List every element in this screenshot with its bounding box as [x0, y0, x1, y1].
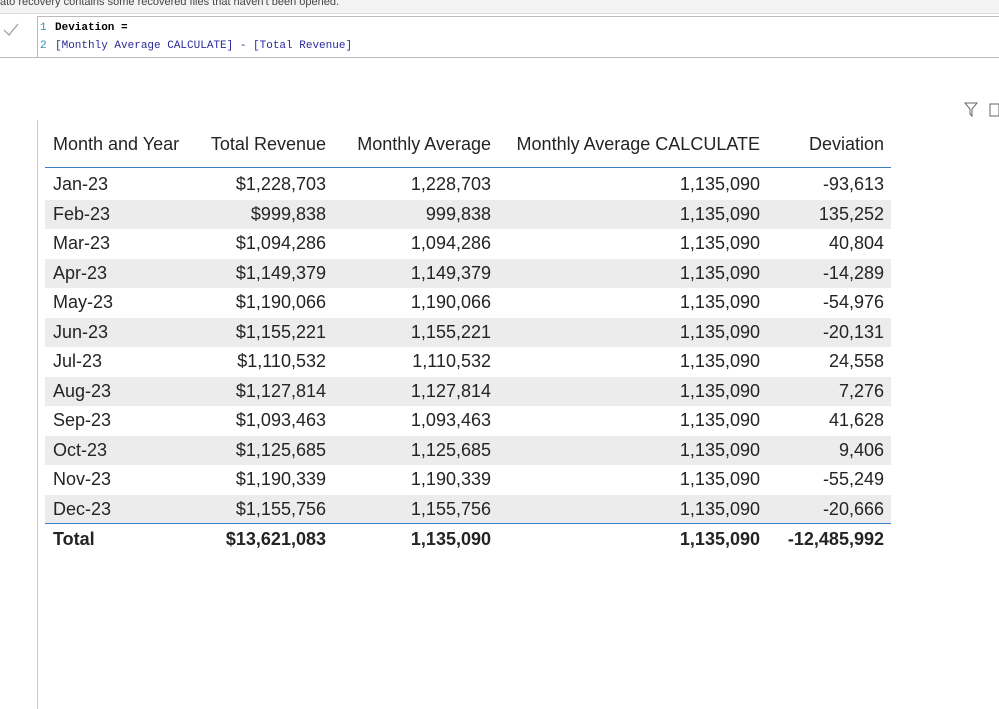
total-cell: 1,135,090 [679, 529, 760, 549]
column-header: Total Revenue [210, 134, 326, 154]
table-cell: 1,228,703 [410, 174, 491, 194]
table-cell: $1,127,814 [235, 380, 326, 401]
table-cell: 1,135,090 [679, 174, 760, 194]
table-cell: $1,110,532 [237, 351, 326, 371]
row-band [45, 199, 891, 229]
table-cell: 1,135,090 [679, 498, 760, 519]
table-cell: 1,149,379 [410, 262, 491, 283]
row-band [45, 376, 891, 406]
column-header: Deviation [808, 134, 884, 154]
table-cell: $1,155,221 [235, 321, 326, 342]
table-cell: 1,135,090 [679, 292, 760, 312]
table-cell: 1,110,532 [412, 351, 491, 371]
table-cell: $1,149,379 [235, 262, 326, 283]
formula-text: Deviation = [55, 22, 128, 34]
table-cell: 1,135,090 [679, 439, 760, 460]
table-cell: -20,666 [822, 498, 884, 519]
table-cell: Mar-23 [53, 233, 111, 253]
table-cell: 1,135,090 [679, 203, 760, 224]
table-cell: $1,190,339 [235, 469, 326, 489]
table-cell: Aug-23 [53, 380, 112, 401]
formula-bar [0, 16, 999, 58]
line-number: 2 [40, 40, 47, 52]
table-cell: 1,135,090 [679, 410, 760, 430]
visual-header-icons[interactable] [962, 101, 999, 119]
table-cell: 1,135,090 [679, 469, 760, 489]
row-band [45, 435, 891, 465]
table-cell: -14,289 [822, 262, 884, 283]
table-cell: 1,125,685 [410, 439, 491, 460]
total-cell: Total [53, 529, 95, 549]
table-cell: 1,135,090 [679, 262, 760, 283]
table-cell: 1,155,221 [410, 321, 491, 342]
table-cell: -93,613 [822, 174, 884, 194]
table-cell: 1,135,090 [679, 351, 760, 371]
formula-editor[interactable] [37, 16, 999, 58]
total-cell: $13,621,083 [225, 529, 326, 549]
table-cell: May-23 [53, 292, 114, 312]
table-cell: 1,127,814 [410, 380, 491, 401]
row-band [45, 258, 891, 288]
table-cell: 1,155,756 [410, 498, 491, 519]
column-header: Monthly Average CALCULATE [516, 134, 760, 154]
table-cell: 1,190,339 [410, 469, 491, 489]
table-cell: Nov-23 [53, 469, 112, 489]
table-cell: Oct-23 [53, 439, 108, 460]
table-cell: Apr-23 [53, 262, 108, 283]
table-cell: Jun-23 [53, 321, 109, 342]
row-band [45, 317, 891, 347]
table-cell: 24,558 [828, 351, 884, 371]
formula-text: [Monthly Average CALCULATE] - [Total Rev… [55, 40, 353, 52]
table-cell: 1,093,463 [410, 410, 491, 430]
table-cell: -54,976 [822, 292, 884, 312]
column-header: Monthly Average [357, 134, 491, 154]
row-band [45, 494, 891, 524]
total-rule [45, 523, 891, 524]
table-cell: 1,190,066 [410, 292, 491, 312]
table-cell: $1,125,685 [235, 439, 326, 460]
column-header: Month and Year [53, 134, 180, 154]
table-cell: 7,276 [838, 380, 884, 401]
visual-border [37, 120, 38, 709]
table-cell: 999,838 [425, 203, 491, 224]
table-cell: 41,628 [828, 410, 884, 430]
table-cell: $1,190,066 [235, 292, 326, 312]
table-cell: 1,135,090 [679, 321, 760, 342]
table-cell: $999,838 [250, 203, 326, 224]
line-number: 1 [40, 22, 47, 34]
table-cell: 135,252 [818, 203, 884, 224]
table-cell: Jul-23 [53, 351, 103, 371]
table-cell: Jan-23 [53, 174, 109, 194]
table-cell: 1,135,090 [679, 233, 760, 253]
table-cell: Sep-23 [53, 410, 112, 430]
table-cell: -20,131 [822, 321, 884, 342]
table-cell: Feb-23 [53, 203, 111, 224]
table-cell: 9,406 [838, 439, 884, 460]
table-cell: $1,155,756 [235, 498, 326, 519]
table-cell: $1,094,286 [235, 233, 326, 253]
table-cell: 40,804 [828, 233, 884, 253]
table-cell: 1,094,286 [410, 233, 491, 253]
table-cell: Dec-23 [53, 498, 112, 519]
table-cell: 1,135,090 [679, 380, 760, 401]
table-cell: -55,249 [822, 469, 884, 489]
recovery-banner: ato recovery contains some recovered fil… [0, 0, 999, 14]
commit-icon[interactable] [2, 22, 20, 38]
table-cell: $1,093,463 [235, 410, 326, 430]
total-cell: 1,135,090 [410, 529, 491, 549]
table-cell: $1,228,703 [235, 174, 326, 194]
header-rule [45, 167, 891, 168]
total-cell: -12,485,992 [787, 529, 884, 549]
